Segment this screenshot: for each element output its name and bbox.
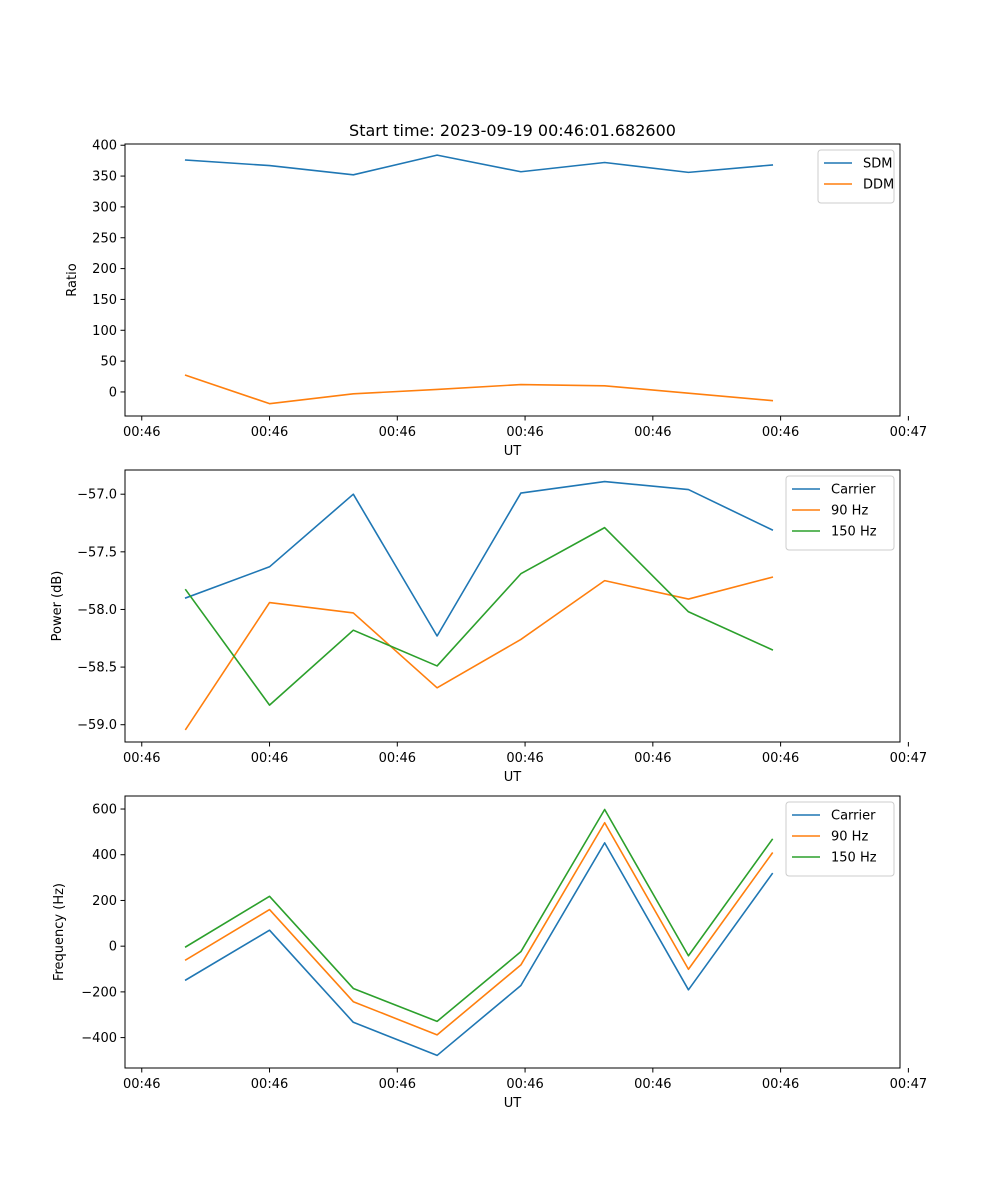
x-tick-label: 00:46 (123, 425, 160, 440)
series-line-carrier (184, 842, 774, 1057)
y-tick-label: 300 (92, 200, 117, 215)
y-tick-label: 0 (109, 385, 117, 400)
legend-label-150-hz: 150 Hz (831, 525, 877, 540)
y-tick-label: 0 (109, 940, 117, 955)
x-tick-label: 00:46 (634, 1077, 671, 1092)
y-tick-label: −57.0 (77, 488, 117, 503)
x-tick-label: 00:46 (634, 751, 671, 766)
axes-frame (124, 469, 901, 743)
x-tick-label: 00:46 (762, 1077, 799, 1092)
series-line-90-hz (184, 821, 774, 1036)
series-line-90-hz (184, 576, 774, 731)
series-line-150-hz (184, 808, 774, 1023)
series-line-ddm (184, 374, 774, 405)
y-tick-label: 400 (92, 848, 117, 863)
y-tick-label: 50 (100, 355, 117, 370)
legend: SDM DDM (817, 149, 895, 204)
y-axis-label: Power (dB) (50, 571, 65, 642)
series-line-sdm (184, 154, 774, 176)
series-line-150-hz (184, 526, 774, 706)
y-tick-label: −400 (81, 1031, 117, 1046)
legend-label-90-hz: 90 Hz (831, 830, 868, 845)
panel-1: 00:46 00:46 00:46 00:46 00:46 00:46 00:47 0 50 10… (65, 121, 927, 459)
x-tick-label: 00:47 (890, 1077, 927, 1092)
x-tick-label: 00:46 (762, 751, 799, 766)
x-axis-label: UT (504, 444, 522, 459)
x-tick-label: 00:47 (890, 751, 927, 766)
x-tick-label: 00:46 (506, 1077, 543, 1092)
x-tick-label: 00:46 (379, 751, 416, 766)
y-tick-label: 400 (92, 139, 117, 154)
x-tick-label: 00:46 (123, 1077, 160, 1092)
y-tick-label: 250 (92, 231, 117, 246)
x-tick-label: 00:46 (634, 425, 671, 440)
legend-label-sdm: SDM (863, 157, 892, 172)
y-axis-label: Frequency (Hz) (52, 883, 67, 981)
y-tick-label: −58.5 (77, 661, 117, 676)
y-tick-label: 200 (92, 262, 117, 277)
y-tick-label: −59.0 (77, 718, 117, 733)
x-axis-label: UT (504, 770, 522, 785)
legend-label-ddm: DDM (863, 178, 894, 193)
legend-label-carrier: Carrier (831, 809, 876, 824)
chart-title: Start time: 2023-09-19 00:46:01.682600 (349, 121, 676, 140)
axes-frame (124, 795, 901, 1069)
y-tick-label: 150 (92, 293, 117, 308)
axes-frame (124, 143, 901, 417)
x-tick-label: 00:46 (123, 751, 160, 766)
x-tick-label: 00:46 (506, 425, 543, 440)
y-tick-label: −200 (81, 985, 117, 1000)
x-tick-label: 00:46 (251, 751, 288, 766)
y-tick-label: −58.0 (77, 603, 117, 618)
y-tick-label: 350 (92, 170, 117, 185)
y-tick-label: 100 (92, 324, 117, 339)
x-tick-label: 00:47 (890, 425, 927, 440)
x-axis-label: UT (504, 1096, 522, 1111)
legend: Carrier 90 Hz 150 Hz (785, 475, 895, 551)
series-line-carrier (184, 480, 774, 637)
panel-2: 00:46 00:46 00:46 00:46 00:46 00:46 00:47 −59.0… (50, 469, 927, 785)
x-tick-label: 00:46 (762, 425, 799, 440)
legend-label-90-hz: 90 Hz (831, 504, 868, 519)
x-tick-label: 00:46 (379, 1077, 416, 1092)
x-tick-label: 00:46 (379, 425, 416, 440)
x-tick-label: 00:46 (251, 1077, 288, 1092)
y-tick-label: −57.5 (77, 545, 117, 560)
x-tick-label: 00:46 (251, 425, 288, 440)
y-axis-label: Ratio (65, 263, 80, 296)
legend-label-150-hz: 150 Hz (831, 851, 877, 866)
legend: Carrier 90 Hz 150 Hz (785, 801, 895, 877)
y-tick-label: 600 (92, 803, 117, 818)
legend-label-carrier: Carrier (831, 483, 876, 498)
y-tick-label: 200 (92, 894, 117, 909)
x-tick-label: 00:46 (506, 751, 543, 766)
panel-3: 00:46 00:46 00:46 00:46 00:46 00:46 00:47 −400 −… (52, 795, 927, 1111)
